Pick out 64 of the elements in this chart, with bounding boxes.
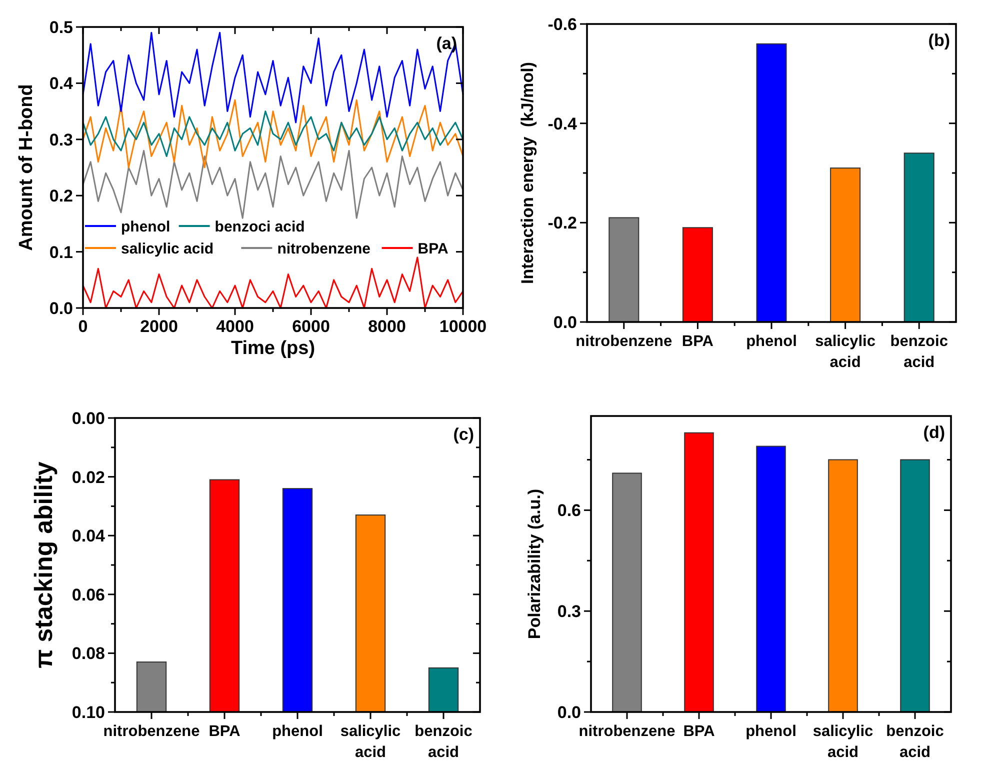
y-axis-title: Amount of H-bond — [16, 84, 37, 251]
x-tick-label: benzoic acid — [414, 723, 473, 761]
y-tick-label: 0.0 — [49, 298, 73, 318]
y-tick-label: 0.2 — [49, 186, 73, 206]
y-tick-label: 0.4 — [49, 74, 74, 94]
legend-label: benzoci acid — [214, 218, 305, 236]
x-tick-label: phenol — [746, 333, 797, 350]
x-tick-label: salicylic acid — [812, 723, 874, 761]
x-tick-label: 2000 — [140, 317, 178, 336]
bar — [828, 459, 858, 712]
x-tick-label: BPA — [208, 723, 240, 740]
y-tick-label: 0.0 — [553, 312, 577, 332]
line-series — [82, 99, 464, 168]
x-tick-label: benzoic acid — [890, 333, 948, 371]
x-tick-label: 10000 — [439, 317, 487, 336]
y-tick-label: 0.10 — [72, 702, 105, 722]
y-axis-title: π stacking ability — [30, 462, 58, 668]
x-tick-label: 4000 — [216, 317, 254, 336]
legend-label: nitrobenzene — [277, 240, 371, 258]
annotation: (a) — [436, 34, 457, 53]
x-tick-label: salicylic acid — [815, 333, 876, 371]
x-tick-label: benzoic acid — [886, 723, 944, 761]
x-tick-label: nitrobenzene — [576, 333, 673, 350]
y-axis-title: Polarizability (a.u.) — [525, 488, 544, 640]
x-tick-label: nitrobenzene — [103, 723, 200, 740]
x-tick-label: 0 — [78, 317, 88, 336]
x-axis-title: Time (ps) — [230, 338, 316, 359]
bar — [612, 472, 642, 712]
x-tick-label: phenol — [272, 723, 323, 740]
annotation: (b) — [928, 31, 950, 50]
bar — [684, 432, 714, 712]
line-series — [82, 150, 464, 219]
legend-label: BPA — [418, 240, 449, 258]
y-tick-label: 0.02 — [72, 468, 105, 487]
line-series — [82, 32, 464, 124]
legend-label: salicylic acid — [121, 240, 214, 258]
y-tick-label: 0.0 — [557, 702, 581, 722]
y-tick-label: 0.04 — [72, 526, 106, 546]
x-tick-label: salicylic acid — [340, 723, 402, 761]
y-axis-title: Interaction energy (kJ/mol) — [518, 62, 537, 284]
y-tick-label: -0.6 — [548, 14, 577, 34]
x-tick-label: BPA — [683, 723, 715, 740]
y-tick-label: -0.4 — [548, 114, 578, 134]
y-tick-label: 0.3 — [557, 602, 581, 622]
x-tick-label: BPA — [682, 333, 714, 350]
x-tick-label: 8000 — [368, 317, 406, 336]
y-tick-label: 0.08 — [72, 644, 105, 664]
annotation: (d) — [923, 423, 945, 442]
bar — [756, 446, 786, 712]
x-tick-label: phenol — [746, 723, 796, 740]
annotation: (c) — [453, 425, 474, 444]
x-tick-label: nitrobenzene — [578, 723, 676, 740]
y-tick-label: 0.5 — [49, 18, 73, 37]
line-series — [82, 256, 464, 309]
bar — [900, 459, 930, 712]
line-series — [82, 110, 464, 158]
y-tick-label: -0.2 — [548, 214, 577, 233]
x-tick-label: 6000 — [292, 317, 330, 336]
y-tick-label: 0.3 — [49, 130, 73, 150]
y-tick-label: 0.00 — [72, 408, 105, 428]
y-tick-label: 0.06 — [72, 585, 105, 604]
legend-label: phenol — [121, 218, 170, 236]
y-tick-label: 0.1 — [49, 242, 73, 262]
y-tick-label: 0.6 — [557, 501, 581, 520]
